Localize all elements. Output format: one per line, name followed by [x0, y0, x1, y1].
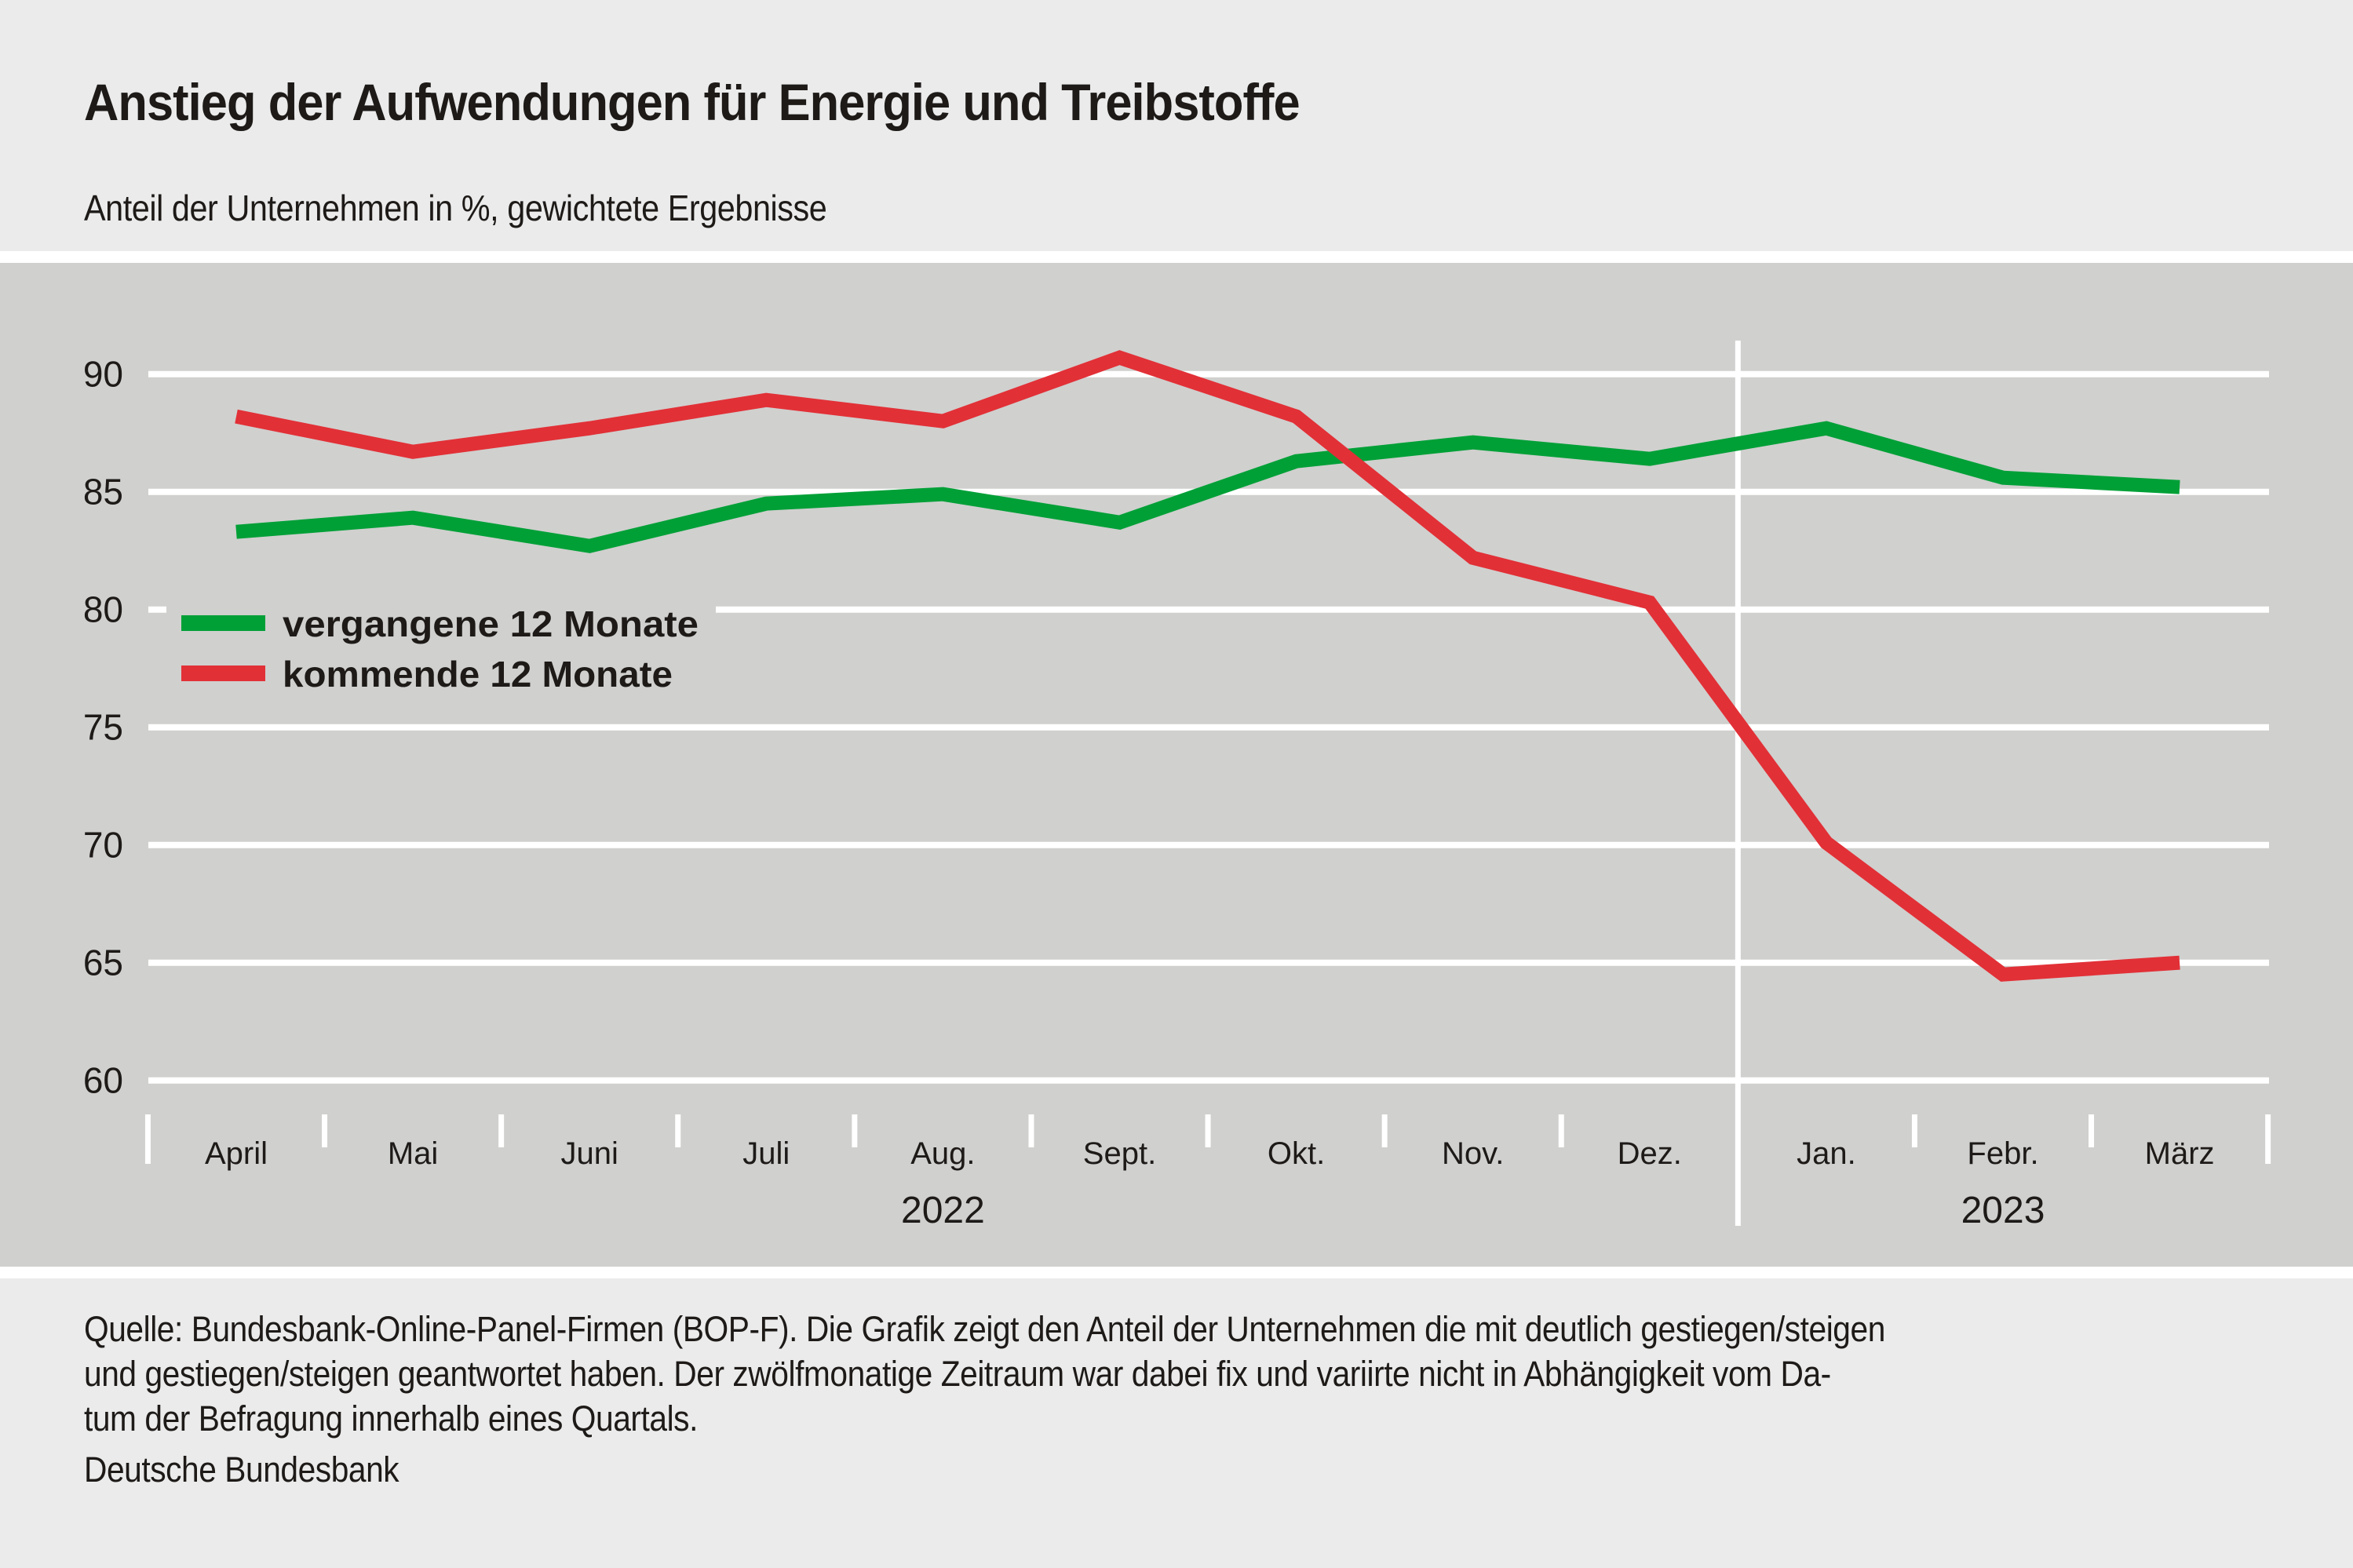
x-tick-label: Okt. — [1268, 1136, 1325, 1171]
legend-background — [166, 590, 716, 700]
y-tick-label: 80 — [83, 589, 123, 630]
series-line — [235, 421, 2180, 553]
x-tick-label: Nov. — [1442, 1136, 1504, 1171]
x-tick-label: Dez. — [1618, 1136, 1682, 1171]
year-label: 2022 — [901, 1190, 985, 1231]
footnote-line: Quelle: Bundesbank-Online-Panel-Firmen (… — [84, 1309, 1885, 1349]
x-tick-label: Aug. — [910, 1136, 975, 1171]
series-line — [235, 350, 2180, 982]
x-tick-label: Sept. — [1083, 1136, 1156, 1171]
chart-subtitle: Anteil der Unternehmen in %, gewichtete … — [84, 188, 827, 228]
x-tick-label: Mai — [388, 1136, 438, 1171]
legend-swatch — [181, 665, 265, 681]
x-tick-label: Juni — [561, 1136, 618, 1171]
y-tick-label: 85 — [83, 472, 123, 512]
series-lines — [235, 350, 2180, 982]
gridlines — [148, 341, 2269, 1226]
legend-label: vergangene 12 Monate — [283, 603, 699, 644]
x-tick-label: Juli — [742, 1136, 790, 1171]
x-tick-label: Febr. — [1967, 1136, 2038, 1171]
divider-band-top — [0, 251, 2353, 263]
legend-swatch — [181, 615, 265, 631]
footnote-line: tum der Befragung innerhalb eines Quarta… — [84, 1398, 698, 1439]
y-tick-label: 70 — [83, 825, 123, 866]
chart-panel — [0, 263, 2353, 1267]
y-tick-label: 60 — [83, 1060, 123, 1101]
year-label: 2023 — [1961, 1190, 2045, 1231]
x-axis: April Mai Juni Juli Aug. Sept. Okt. Nov. Dez. Jan… — [144, 1114, 2271, 1231]
footnote: Quelle: Bundesbank-Online-Panel-Firmen (… — [84, 1307, 2286, 1441]
y-tick-label: 65 — [83, 943, 123, 983]
y-axis-labels: 60 65 70 75 80 85 90 — [83, 354, 123, 1101]
y-tick-label: 90 — [83, 354, 123, 395]
source-label: Deutsche Bundesbank — [84, 1449, 399, 1490]
x-tick-label: Jan. — [1797, 1136, 1856, 1171]
chart-footer: Quelle: Bundesbank-Online-Panel-Firmen (… — [0, 1278, 2353, 1568]
y-tick-label: 75 — [83, 707, 123, 748]
legend-label: kommende 12 Monate — [283, 654, 673, 695]
x-tick-label: April — [205, 1136, 268, 1171]
footnote-line: und gestiegen/steigen geantwortet haben.… — [84, 1354, 1831, 1394]
x-tick-label: März — [2145, 1136, 2215, 1171]
legend: vergangene 12 Monate kommende 12 Monate — [166, 590, 716, 700]
divider-band-bottom — [0, 1267, 2353, 1278]
chart-title: Anstieg der Aufwendungen für Energie und… — [84, 73, 1301, 131]
chart-header: Anstieg der Aufwendungen für Energie und… — [0, 0, 2353, 251]
